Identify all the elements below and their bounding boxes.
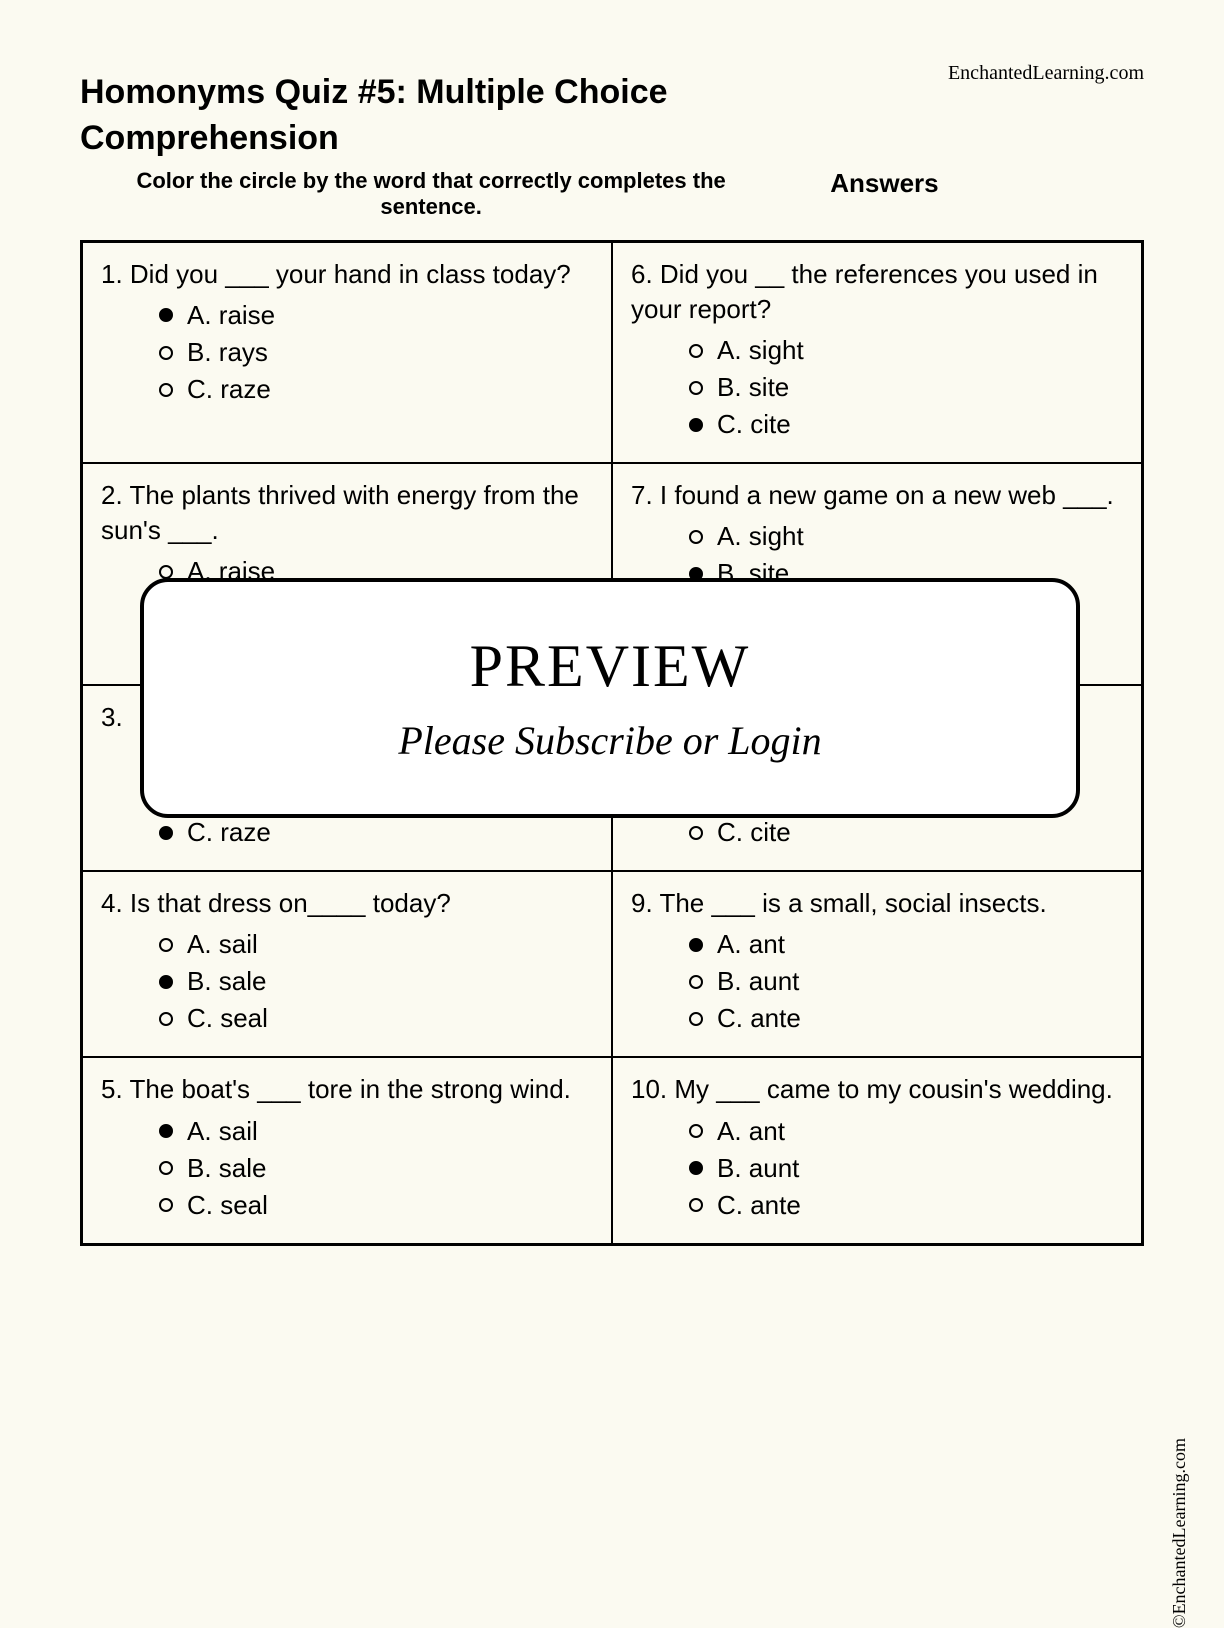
option-list: A. sailB. saleC. seal	[101, 927, 593, 1036]
question-text: 1. Did you ___ your hand in class today?	[101, 257, 593, 292]
question-cell: 1. Did you ___ your hand in class today?…	[82, 242, 612, 463]
option-label: C. ante	[717, 1188, 801, 1223]
bullet-empty-icon	[689, 344, 703, 358]
option-row: C. seal	[159, 1188, 593, 1223]
option-row: C. raze	[159, 372, 593, 407]
bullet-filled-icon	[159, 308, 173, 322]
option-row: A. sight	[689, 519, 1123, 554]
option-list: A. antB. auntC. ante	[631, 1114, 1123, 1223]
option-row: B. aunt	[689, 964, 1123, 999]
worksheet-header: EnchantedLearning.com Homonyms Quiz #5: …	[80, 70, 1144, 220]
bullet-empty-icon	[159, 1012, 173, 1026]
question-text: 10. My ___ came to my cousin's wedding.	[631, 1072, 1123, 1107]
option-row: C. ante	[689, 1001, 1123, 1036]
question-cell: 4. Is that dress on____ today? A. sailB. …	[82, 871, 612, 1057]
option-label: B. aunt	[717, 964, 799, 999]
option-label: A. sail	[187, 1114, 258, 1149]
option-row: B. site	[689, 370, 1123, 405]
question-text: 4. Is that dress on____ today?	[101, 886, 593, 921]
option-label: C. cite	[717, 407, 791, 442]
option-label: C. seal	[187, 1188, 268, 1223]
option-label: A. sight	[717, 519, 804, 554]
question-cell: 9. The ___ is a small, social insects. A.…	[612, 871, 1142, 1057]
option-row: C. cite	[689, 815, 1123, 850]
question-text: 5. The boat's ___ tore in the strong win…	[101, 1072, 593, 1107]
option-row: B. sale	[159, 964, 593, 999]
option-label: A. ant	[717, 927, 785, 962]
option-row: C. cite	[689, 407, 1123, 442]
worksheet-title: Homonyms Quiz #5: Multiple Choice Compre…	[80, 70, 800, 162]
option-row: A. ant	[689, 1114, 1123, 1149]
bullet-empty-icon	[689, 826, 703, 840]
option-row: B. aunt	[689, 1151, 1123, 1186]
bullet-empty-icon	[689, 381, 703, 395]
option-label: C. cite	[717, 815, 791, 850]
option-list: A. antB. auntC. ante	[631, 927, 1123, 1036]
option-row: A. sail	[159, 927, 593, 962]
bullet-empty-icon	[689, 1012, 703, 1026]
option-row: C. raze	[159, 815, 593, 850]
option-list: A. sailB. saleC. seal	[101, 1114, 593, 1223]
bullet-empty-icon	[689, 1124, 703, 1138]
overlay-title: PREVIEW	[470, 632, 751, 701]
option-label: C. ante	[717, 1001, 801, 1036]
option-label: B. aunt	[717, 1151, 799, 1186]
side-copyright: ©EnchantedLearning.com	[1169, 1438, 1190, 1628]
bullet-empty-icon	[689, 975, 703, 989]
option-row: A. ant	[689, 927, 1123, 962]
bullet-empty-icon	[159, 346, 173, 360]
question-text: 6. Did you __ the references you used in…	[631, 257, 1123, 327]
option-row: B. sale	[159, 1151, 593, 1186]
option-row: A. sight	[689, 333, 1123, 368]
bullet-filled-icon	[689, 1161, 703, 1175]
instructions-row: Color the circle by the word that correc…	[80, 168, 1144, 220]
bullet-empty-icon	[159, 565, 173, 579]
bullet-empty-icon	[689, 530, 703, 544]
option-row: C. seal	[159, 1001, 593, 1036]
option-label: B. sale	[187, 964, 267, 999]
option-list: A. raiseB. raysC. raze	[101, 298, 593, 407]
option-label: C. raze	[187, 815, 271, 850]
site-name-top: EnchantedLearning.com	[948, 62, 1144, 85]
bullet-filled-icon	[159, 826, 173, 840]
question-cell: 10. My ___ came to my cousin's wedding. A…	[612, 1057, 1142, 1243]
option-label: C. seal	[187, 1001, 268, 1036]
option-label: B. sale	[187, 1151, 267, 1186]
question-cell: 6. Did you __ the references you used in…	[612, 242, 1142, 463]
option-label: A. ant	[717, 1114, 785, 1149]
bullet-empty-icon	[159, 1161, 173, 1175]
instructions-text: Color the circle by the word that correc…	[80, 168, 782, 220]
preview-overlay: PREVIEW Please Subscribe or Login	[140, 578, 1080, 818]
bullet-filled-icon	[159, 1124, 173, 1138]
option-label: B. site	[717, 370, 789, 405]
bullet-filled-icon	[159, 975, 173, 989]
option-row: A. sail	[159, 1114, 593, 1149]
question-text: 9. The ___ is a small, social insects.	[631, 886, 1123, 921]
option-label: B. rays	[187, 335, 268, 370]
question-text: 2. The plants thrived with energy from t…	[101, 478, 593, 548]
bullet-empty-icon	[159, 1198, 173, 1212]
option-row: B. rays	[159, 335, 593, 370]
option-row: C. ante	[689, 1188, 1123, 1223]
option-label: C. raze	[187, 372, 271, 407]
bullet-filled-icon	[689, 938, 703, 952]
overlay-subtitle: Please Subscribe or Login	[398, 717, 821, 764]
option-row: A. raise	[159, 298, 593, 333]
option-label: A. sail	[187, 927, 258, 962]
option-label: A. raise	[187, 298, 275, 333]
option-label: A. sight	[717, 333, 804, 368]
bullet-empty-icon	[159, 383, 173, 397]
question-text: 7. I found a new game on a new web ___.	[631, 478, 1123, 513]
bullet-filled-icon	[689, 418, 703, 432]
bullet-empty-icon	[159, 938, 173, 952]
bullet-empty-icon	[689, 1198, 703, 1212]
answers-label: Answers	[782, 168, 1144, 199]
question-cell: 5. The boat's ___ tore in the strong win…	[82, 1057, 612, 1243]
option-list: A. sightB. siteC. cite	[631, 333, 1123, 442]
